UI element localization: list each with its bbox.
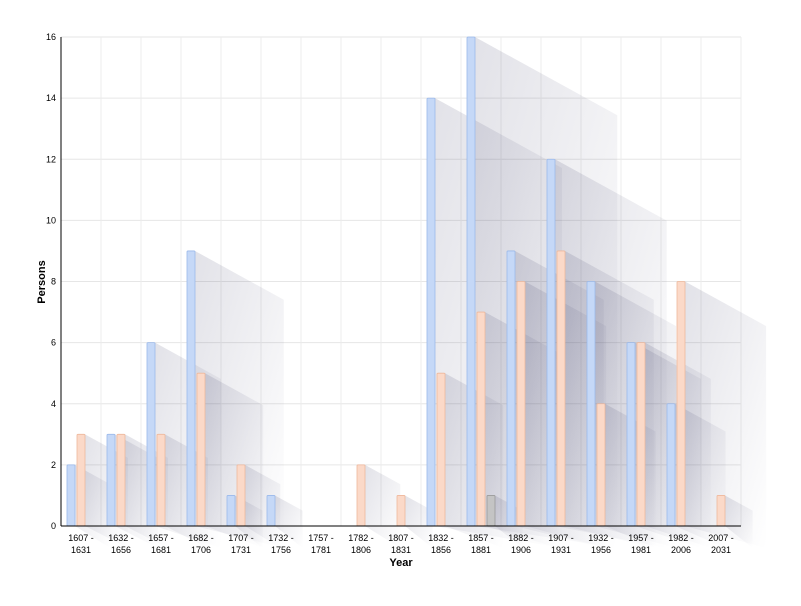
bar-female-1957-1981 [636,342,646,527]
x-tick-label: 2007 -2031 [708,533,734,555]
bar-female-1607-1631 [76,433,86,527]
y-tick-label: 8 [51,277,56,287]
bar-male-1882-1906 [506,250,516,527]
bar-male-1982-2006 [666,403,676,527]
bar-female-1632-1656 [116,433,126,527]
x-tick-label: 1882 -1906 [508,533,534,555]
bar-female-1907-1931 [556,250,566,527]
bar-female-1682-1706 [196,372,206,527]
x-tick-label: 1607 -1631 [68,533,94,555]
bar-shadow [725,495,753,548]
x-axis-title: Year [389,557,413,569]
bar-male-1707-1731 [226,495,236,527]
y-tick-label: 12 [46,154,56,164]
bar-male-1682-1706 [186,250,196,527]
bar-male-1607-1631 [66,464,76,527]
bar-male-1907-1931 [546,158,556,527]
bar-male-1632-1656 [106,433,116,527]
x-tick-label: 1632 -1656 [108,533,134,555]
bar-female-1832-1856 [436,372,446,527]
bar-shadow [365,464,401,548]
bar-female-1707-1731 [236,464,246,527]
bar-female-1807-1831 [396,495,406,527]
x-tick-label: 1832 -1856 [428,533,454,555]
bar-female-2007-2031 [716,495,726,527]
bar-shadow [245,464,281,548]
bar-shadow [275,495,303,548]
bar-female-1932-1956 [596,403,606,527]
bar-male-1732-1756 [266,495,276,527]
bar-shadow [405,495,433,548]
y-tick-label: 10 [46,215,56,225]
bar-unknown-1857-1881 [486,495,496,527]
y-tick-label: 16 [46,32,56,42]
x-tick-label: 1657 -1681 [148,533,174,555]
x-tick-label: 1932 -1956 [588,533,614,555]
bar-female-1882-1906 [516,281,526,527]
bar-male-1957-1981 [626,342,636,527]
x-tick-label: 1857 -1881 [468,533,494,555]
bar-male-1932-1956 [586,281,596,527]
x-tick-label: 1957 -1981 [628,533,654,555]
x-tick-label: 1807 -1831 [388,533,414,555]
x-tick-label: 1707 -1731 [228,533,254,555]
y-tick-label: 14 [46,93,56,103]
bar-female-1782-1806 [356,464,366,527]
x-tick-label: 1682 -1706 [188,533,214,555]
bar-female-1857-1881 [476,311,486,527]
x-tick-label: 1782 -1806 [348,533,374,555]
x-tick-label: 1757 -1781 [308,533,334,555]
y-tick-label: 0 [51,521,56,531]
y-tick-label: 4 [51,399,56,409]
y-tick-label: 2 [51,460,56,470]
x-tick-label: 1732 -1756 [268,533,294,555]
bar-female-1657-1681 [156,433,166,527]
bar-male-1657-1681 [146,342,156,527]
bar-shadow [685,281,767,548]
x-tick-label: 1982 -2006 [668,533,694,555]
bar-male-1857-1881 [466,36,476,527]
bar-female-1982-2006 [676,281,686,527]
axes: 0 2 4 6 8 10 12 14 16 1607 -1631 1632 -1656 1657 -1… [46,32,741,555]
x-tick-label: 1907 -1931 [548,533,574,555]
y-tick-label: 6 [51,338,56,348]
y-axis-title: Persons [36,260,48,303]
bar-male-1832-1856 [426,97,436,527]
